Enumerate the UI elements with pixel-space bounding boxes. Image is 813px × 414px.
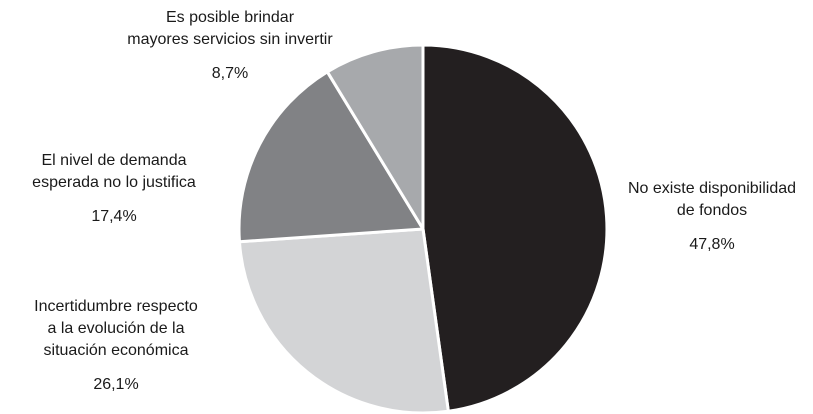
slice-no-fondos <box>421 43 609 413</box>
slice-label-text: a la evolución de la <box>47 320 185 337</box>
slice-value-label: 47,8% <box>689 236 735 253</box>
slice-value-label: 17,4% <box>91 208 137 225</box>
slice-label-servicios: Es posible brindar mayores servicios sin… <box>95 7 365 85</box>
slice-label-text: de fondos <box>676 202 748 219</box>
slice-value-label: 26,1% <box>93 376 139 393</box>
slice-label-demanda: El nivel de demanda esperada no lo justi… <box>14 150 214 228</box>
slice-label-text: mayores servicios sin invertir <box>127 31 333 48</box>
slice-servicios <box>325 43 425 231</box>
slice-label-text: esperada no lo justifica <box>32 174 196 191</box>
slice-label-text: El nivel de demanda <box>41 152 187 169</box>
slice-label-text: Es posible brindar <box>165 9 295 26</box>
slice-value-label: 8,7% <box>211 65 249 82</box>
slice-label-text: Incertidumbre respecto <box>34 298 198 315</box>
slice-label-text: situación económica <box>43 342 189 359</box>
slice-demanda <box>237 70 425 244</box>
slice-label-text: No existe disponibilidad <box>627 180 797 197</box>
slice-label-incertidumbre: Incertidumbre respecto a la evolución de… <box>0 296 232 396</box>
slice-label-no-fondos: No existe disponibilidad de fondos 47,8% <box>612 178 812 256</box>
slice-incertidumbre <box>237 227 450 414</box>
